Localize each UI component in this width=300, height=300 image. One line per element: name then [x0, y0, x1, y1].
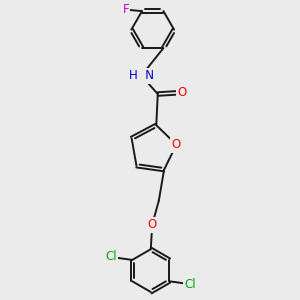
Text: O: O	[172, 138, 181, 151]
Text: Cl: Cl	[185, 278, 197, 291]
Text: H  N: H N	[129, 69, 154, 82]
Text: O: O	[148, 218, 157, 231]
Text: O: O	[178, 86, 187, 99]
Text: F: F	[122, 3, 129, 16]
Text: Cl: Cl	[105, 250, 117, 263]
